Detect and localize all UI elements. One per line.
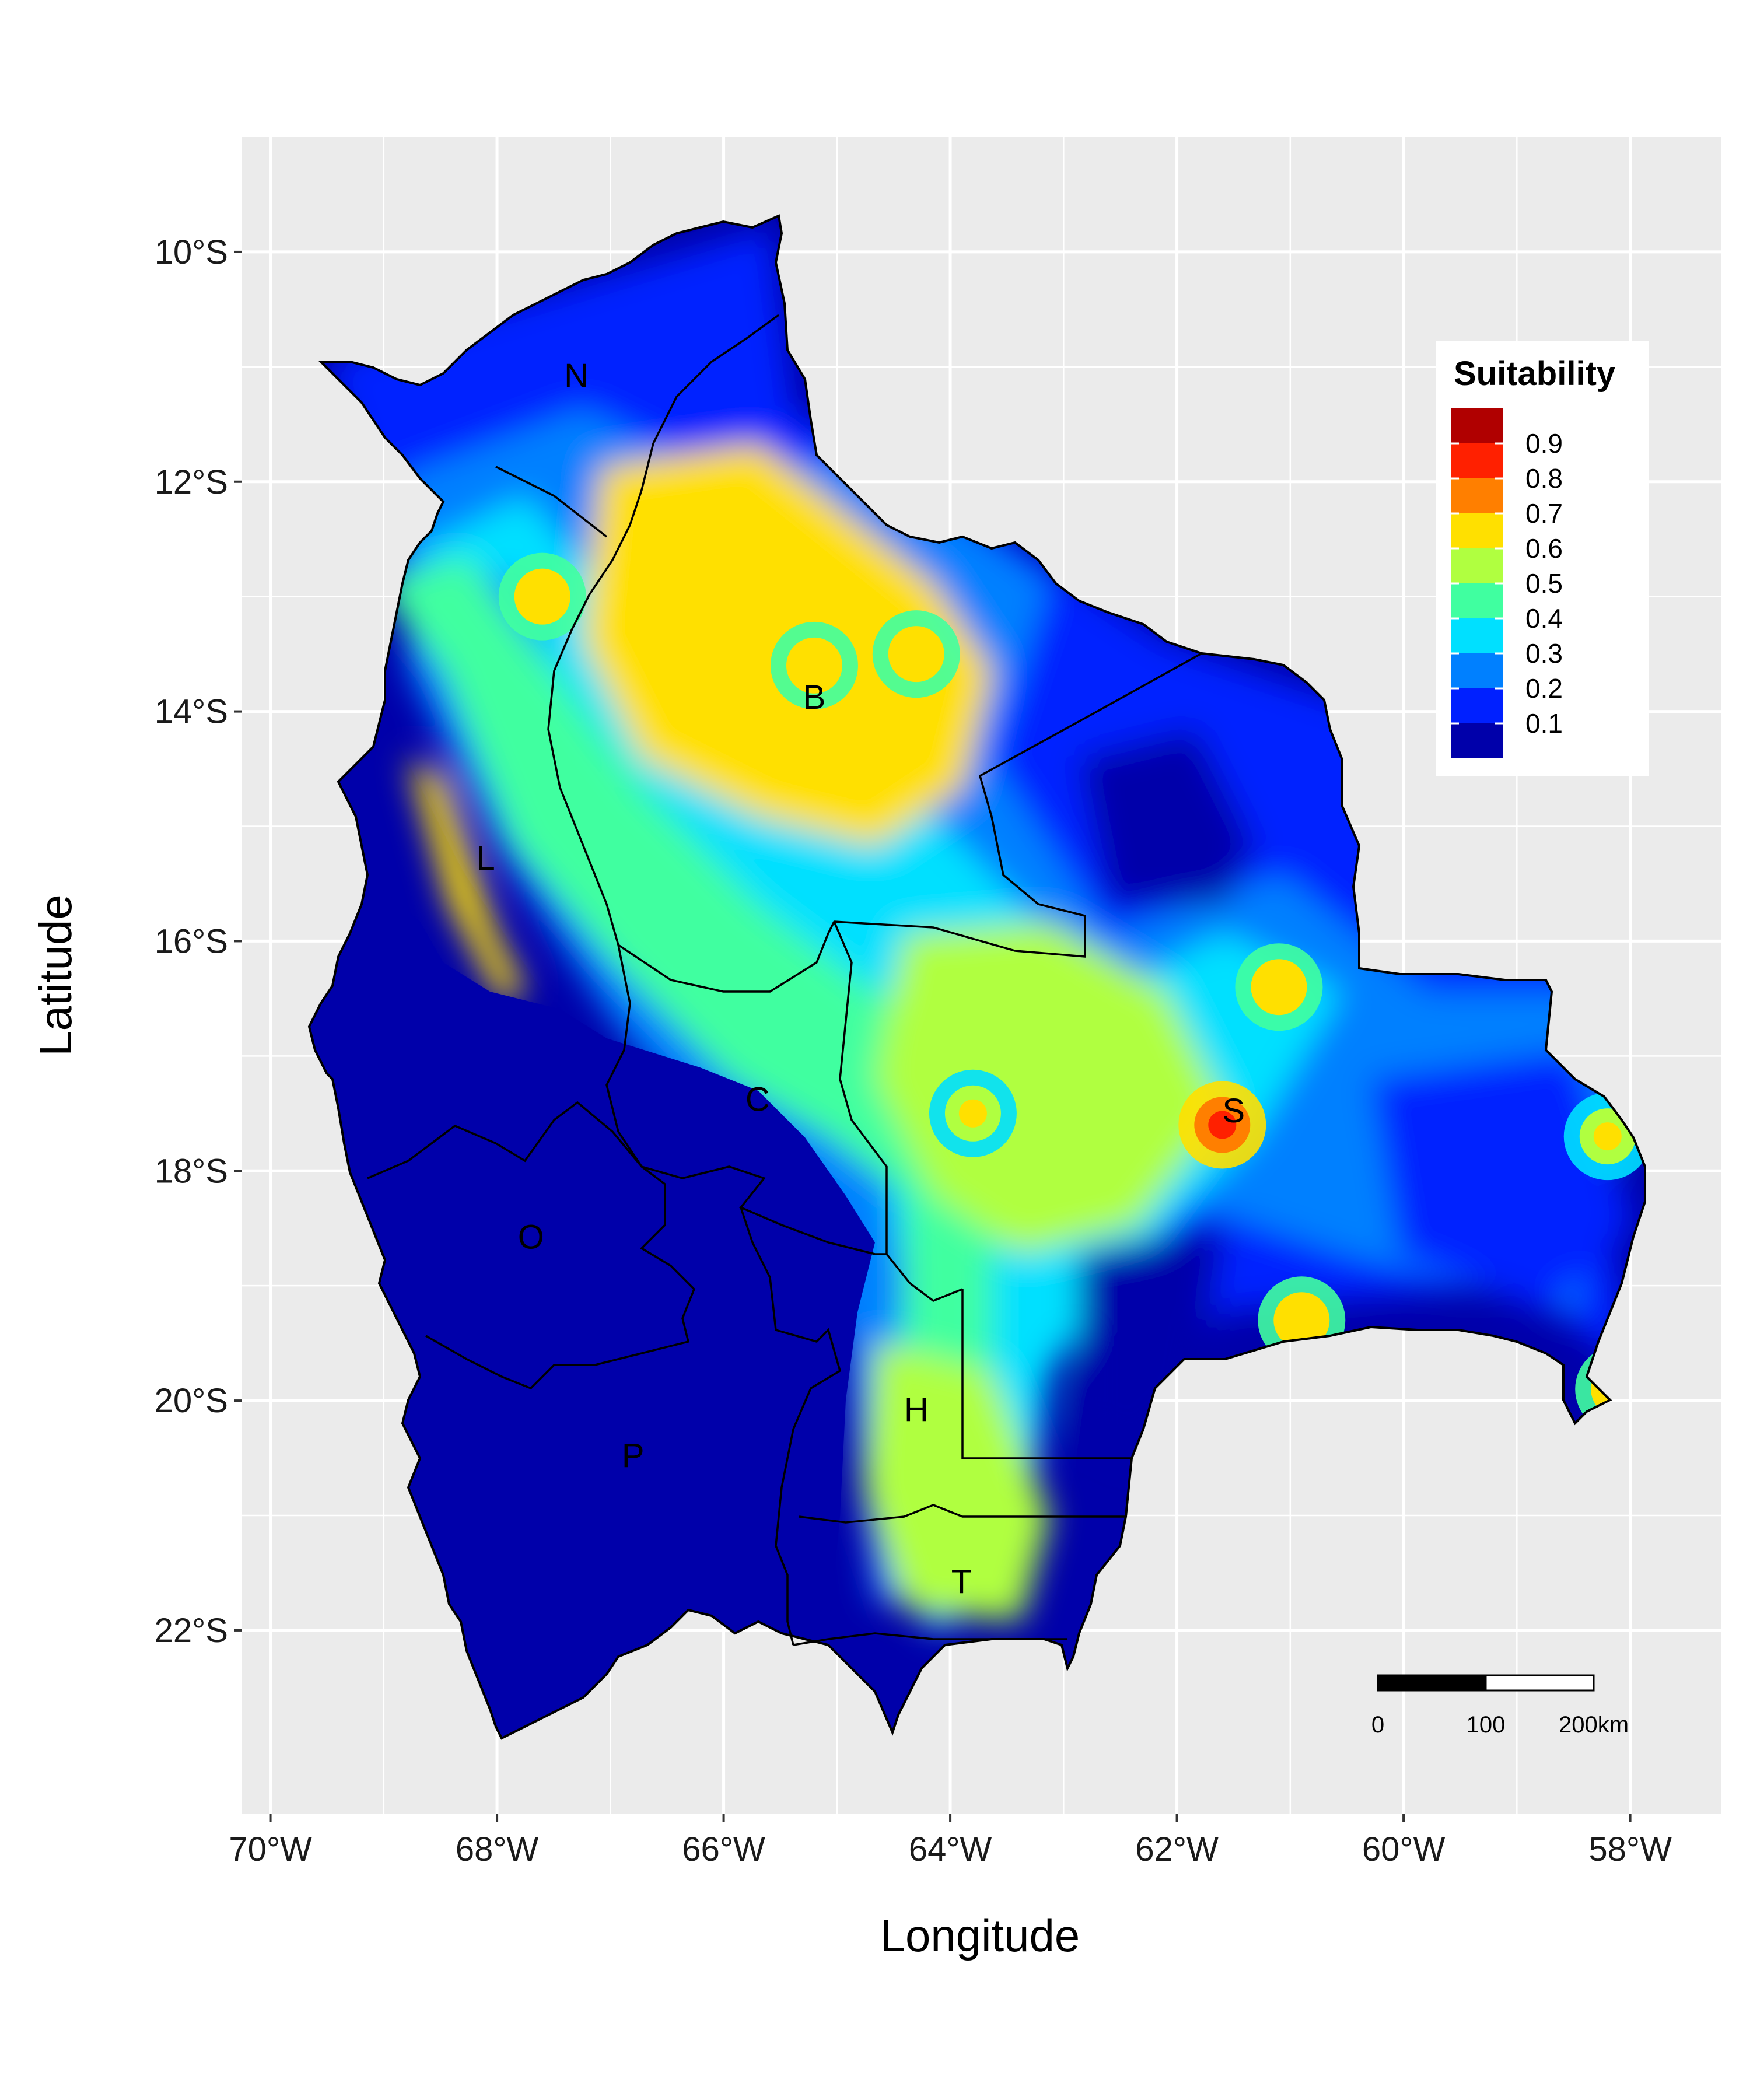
border-tarija-south (793, 1632, 1068, 1646)
x-tick-label: 68°W (456, 1831, 539, 1868)
y-axis-ticks: 10°S 12°S 14°S 16°S 18°S 20°S 22°S (155, 233, 242, 1650)
hotspot-core (1287, 1306, 1316, 1335)
legend-swatch (1451, 478, 1503, 513)
legend-colorbar (1451, 408, 1503, 758)
suitability-zones (327, 228, 1645, 1633)
legend-label: 0.7 (1525, 498, 1563, 528)
region-label-t: T (951, 1563, 972, 1601)
region-label-c: C (746, 1080, 770, 1118)
x-axis-title: Longitude (880, 1910, 1080, 1961)
department-borders (367, 314, 1202, 1646)
hotspot-core (528, 582, 556, 611)
region-label-p: P (622, 1437, 645, 1475)
scale-bar-label-100: 100 (1466, 1712, 1506, 1738)
legend-label: 0.1 (1525, 708, 1563, 738)
scale-bar-label-200km: 200km (1559, 1712, 1629, 1738)
legend-title: Suitability (1454, 355, 1615, 393)
y-tick-label: 16°S (155, 922, 228, 960)
border-tarija-north (799, 1504, 1126, 1524)
border-lapaz-cochabamba (606, 944, 643, 1167)
scale-bar-label-0: 0 (1371, 1712, 1384, 1738)
hotspot-core (800, 651, 828, 680)
y-axis-title: Latitude (30, 894, 81, 1056)
legend-label: 0.3 (1525, 638, 1563, 668)
x-tick-label: 66°W (682, 1831, 765, 1868)
x-tick-label: 70°W (229, 1831, 312, 1868)
scale-bar-black-segment (1377, 1674, 1487, 1692)
y-tick-label: 18°S (155, 1152, 228, 1190)
legend: Suitability 0.9 0.8 0.7 0.6 0.5 0.4 0.3 0.2 0.1 (1436, 341, 1649, 776)
border-oruro (367, 1101, 696, 1390)
hotspot-core (1265, 973, 1293, 1002)
region-label-b: B (803, 678, 826, 716)
region-label-h: H (904, 1391, 929, 1429)
border-chuquisaca-west (740, 1207, 842, 1646)
zone-green-slope (373, 554, 1079, 1604)
legend-swatch (1451, 513, 1503, 548)
y-tick-label: 10°S (155, 233, 228, 271)
hotspot-core (902, 640, 930, 668)
legend-swatch (1451, 548, 1503, 583)
y-tick-label: 20°S (155, 1382, 228, 1420)
legend-label: 0.6 (1525, 533, 1563, 564)
zone-darkblue-east (1079, 729, 1254, 904)
hotspot-core (958, 1099, 987, 1128)
border-pando-beni (547, 314, 780, 946)
legend-label: 0.4 (1525, 603, 1563, 634)
border-beni-cochabamba (618, 921, 835, 993)
legend-labels: 0.9 0.8 0.7 0.6 0.5 0.4 0.3 0.2 0.1 (1525, 428, 1563, 738)
region-label-l: L (477, 839, 495, 877)
y-tick-label: 22°S (155, 1612, 228, 1650)
legend-swatch (1451, 688, 1503, 723)
y-tick-label: 12°S (155, 463, 228, 501)
legend-swatch (1451, 723, 1503, 758)
x-tick-label: 64°W (909, 1831, 992, 1868)
border-cochabamba-santacruz (833, 921, 963, 1302)
region-label-s: S (1222, 1092, 1245, 1130)
border-pando-lapaz (495, 466, 608, 538)
region-labels: N B L C S O P H T (477, 357, 1245, 1601)
legend-label: 0.9 (1525, 428, 1563, 459)
border-chuquisaca-santacruz (961, 1289, 1133, 1517)
border-beni-santacruz-n (834, 652, 1202, 958)
scale-bar: 0 100 200km (1371, 1674, 1629, 1738)
hotspot-core (1208, 1111, 1237, 1139)
zone-yellow-east (875, 922, 1225, 1254)
region-label-n: N (564, 357, 589, 395)
x-tick-label: 60°W (1362, 1831, 1446, 1868)
zone-yellow-south (863, 1342, 1050, 1622)
zone-yellow-ridge (408, 758, 525, 1003)
legend-swatch (1451, 653, 1503, 688)
scale-bar-white-segment (1485, 1674, 1595, 1692)
legend-swatch (1451, 443, 1503, 478)
legend-label: 0.8 (1525, 463, 1563, 494)
x-axis-ticks: 70°W 68°W 66°W 64°W 62°W 60°W 58°W (229, 1814, 1672, 1868)
legend-label: 0.5 (1525, 568, 1563, 598)
region-label-o: O (518, 1219, 544, 1256)
legend-swatch (1451, 408, 1503, 443)
x-tick-label: 62°W (1135, 1831, 1219, 1868)
legend-label: 0.2 (1525, 673, 1563, 704)
y-tick-label: 14°S (155, 693, 228, 731)
x-tick-label: 58°W (1588, 1831, 1672, 1868)
legend-swatch (1451, 618, 1503, 653)
hotspot-core (1593, 1122, 1622, 1151)
legend-swatch (1451, 583, 1503, 618)
zone-darkblue-se (1371, 1050, 1633, 1312)
zone-altiplano (309, 782, 875, 1738)
country-outline (307, 214, 1646, 1740)
